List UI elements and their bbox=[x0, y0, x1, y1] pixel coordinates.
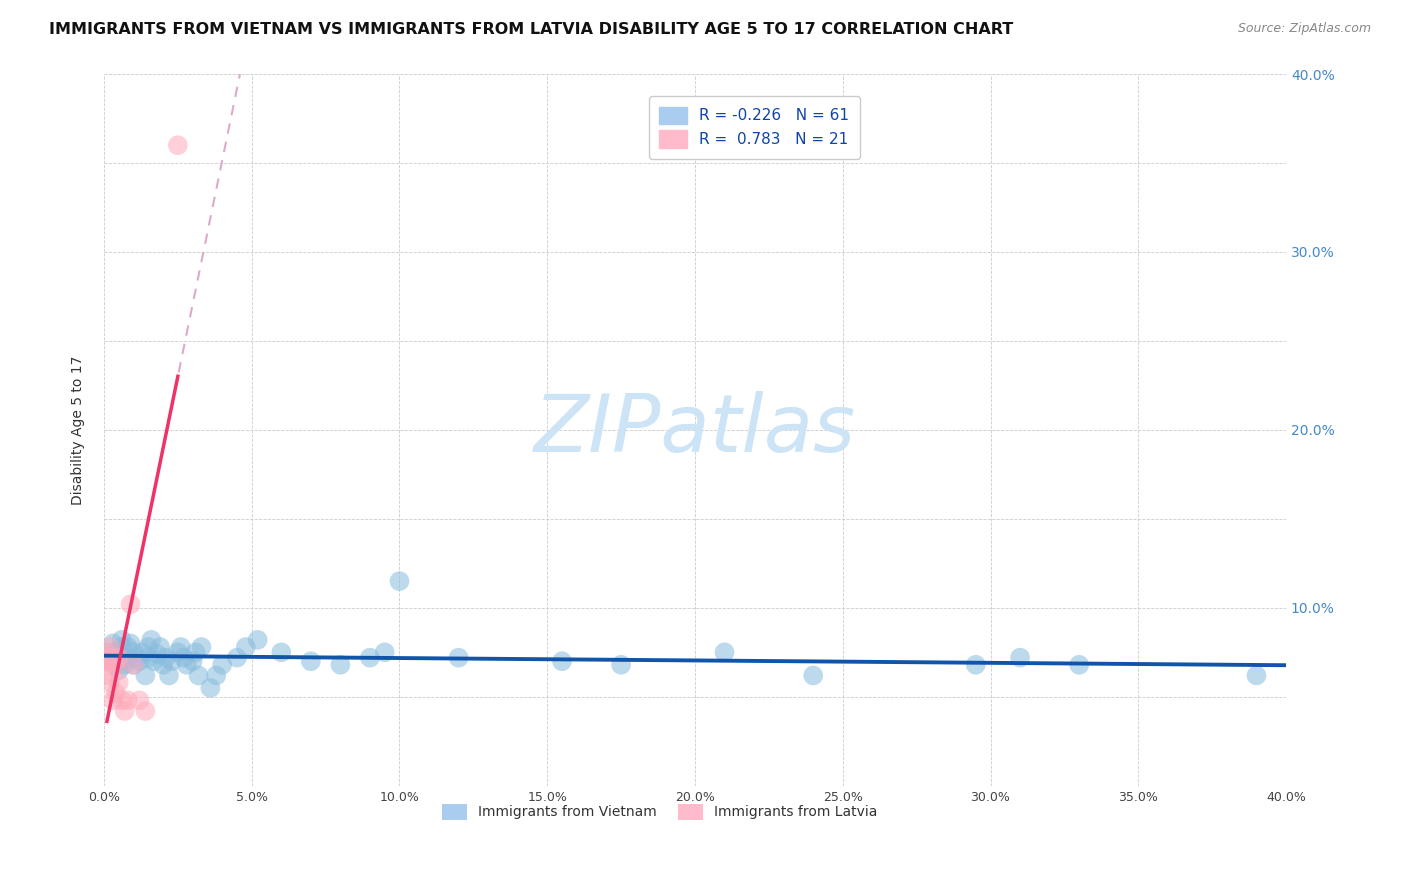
Point bbox=[134, 704, 156, 718]
Point bbox=[122, 657, 145, 672]
Point bbox=[104, 686, 127, 700]
Point bbox=[801, 668, 824, 682]
Point bbox=[111, 640, 134, 654]
Point bbox=[141, 632, 163, 647]
Point bbox=[101, 654, 124, 668]
Point bbox=[96, 668, 118, 682]
Point bbox=[134, 668, 156, 682]
Point bbox=[329, 657, 352, 672]
Point bbox=[205, 668, 228, 682]
Point bbox=[374, 645, 396, 659]
Point bbox=[226, 650, 249, 665]
Point bbox=[152, 657, 174, 672]
Point bbox=[167, 645, 190, 659]
Point bbox=[107, 654, 129, 668]
Point bbox=[184, 645, 207, 659]
Point bbox=[246, 632, 269, 647]
Point bbox=[101, 650, 124, 665]
Point bbox=[187, 668, 209, 682]
Point bbox=[713, 645, 735, 659]
Point bbox=[1010, 650, 1032, 665]
Legend: Immigrants from Vietnam, Immigrants from Latvia: Immigrants from Vietnam, Immigrants from… bbox=[436, 798, 883, 825]
Point bbox=[181, 654, 204, 668]
Point bbox=[160, 654, 183, 668]
Point bbox=[211, 657, 233, 672]
Point bbox=[235, 640, 257, 654]
Point bbox=[104, 645, 127, 659]
Point bbox=[155, 650, 177, 665]
Point bbox=[98, 675, 121, 690]
Text: IMMIGRANTS FROM VIETNAM VS IMMIGRANTS FROM LATVIA DISABILITY AGE 5 TO 17 CORRELA: IMMIGRANTS FROM VIETNAM VS IMMIGRANTS FR… bbox=[49, 22, 1014, 37]
Point bbox=[173, 650, 195, 665]
Point bbox=[359, 650, 381, 665]
Point bbox=[131, 645, 153, 659]
Point bbox=[101, 636, 124, 650]
Point bbox=[143, 654, 166, 668]
Point bbox=[270, 645, 292, 659]
Point bbox=[149, 640, 172, 654]
Point bbox=[170, 640, 193, 654]
Point bbox=[98, 645, 121, 659]
Point bbox=[200, 681, 222, 695]
Point bbox=[136, 640, 159, 654]
Point bbox=[157, 668, 180, 682]
Point bbox=[128, 693, 150, 707]
Point bbox=[1246, 668, 1268, 682]
Point bbox=[114, 657, 136, 672]
Point bbox=[114, 654, 136, 668]
Point bbox=[117, 640, 139, 654]
Point bbox=[1069, 657, 1091, 672]
Point bbox=[96, 654, 118, 668]
Point bbox=[388, 574, 411, 589]
Point bbox=[107, 663, 129, 677]
Point bbox=[101, 693, 124, 707]
Point bbox=[551, 654, 574, 668]
Point bbox=[125, 650, 148, 665]
Point bbox=[104, 657, 127, 672]
Point bbox=[111, 693, 134, 707]
Point bbox=[107, 675, 129, 690]
Point bbox=[96, 645, 118, 659]
Point bbox=[98, 657, 121, 672]
Point bbox=[610, 657, 633, 672]
Y-axis label: Disability Age 5 to 17: Disability Age 5 to 17 bbox=[72, 355, 86, 505]
Point bbox=[107, 645, 129, 659]
Point bbox=[98, 654, 121, 668]
Point bbox=[98, 650, 121, 665]
Point bbox=[111, 632, 134, 647]
Point bbox=[146, 647, 169, 661]
Point bbox=[114, 704, 136, 718]
Text: Source: ZipAtlas.com: Source: ZipAtlas.com bbox=[1237, 22, 1371, 36]
Point bbox=[117, 650, 139, 665]
Point bbox=[98, 640, 121, 654]
Text: ZIPatlas: ZIPatlas bbox=[534, 391, 856, 469]
Point bbox=[122, 645, 145, 659]
Point bbox=[128, 654, 150, 668]
Point bbox=[117, 693, 139, 707]
Point bbox=[447, 650, 470, 665]
Point bbox=[104, 657, 127, 672]
Point bbox=[120, 636, 142, 650]
Point bbox=[122, 657, 145, 672]
Point bbox=[176, 657, 198, 672]
Point bbox=[120, 597, 142, 611]
Point bbox=[107, 650, 129, 665]
Point bbox=[299, 654, 322, 668]
Point bbox=[965, 657, 987, 672]
Point bbox=[190, 640, 212, 654]
Point bbox=[136, 650, 159, 665]
Point bbox=[167, 138, 190, 153]
